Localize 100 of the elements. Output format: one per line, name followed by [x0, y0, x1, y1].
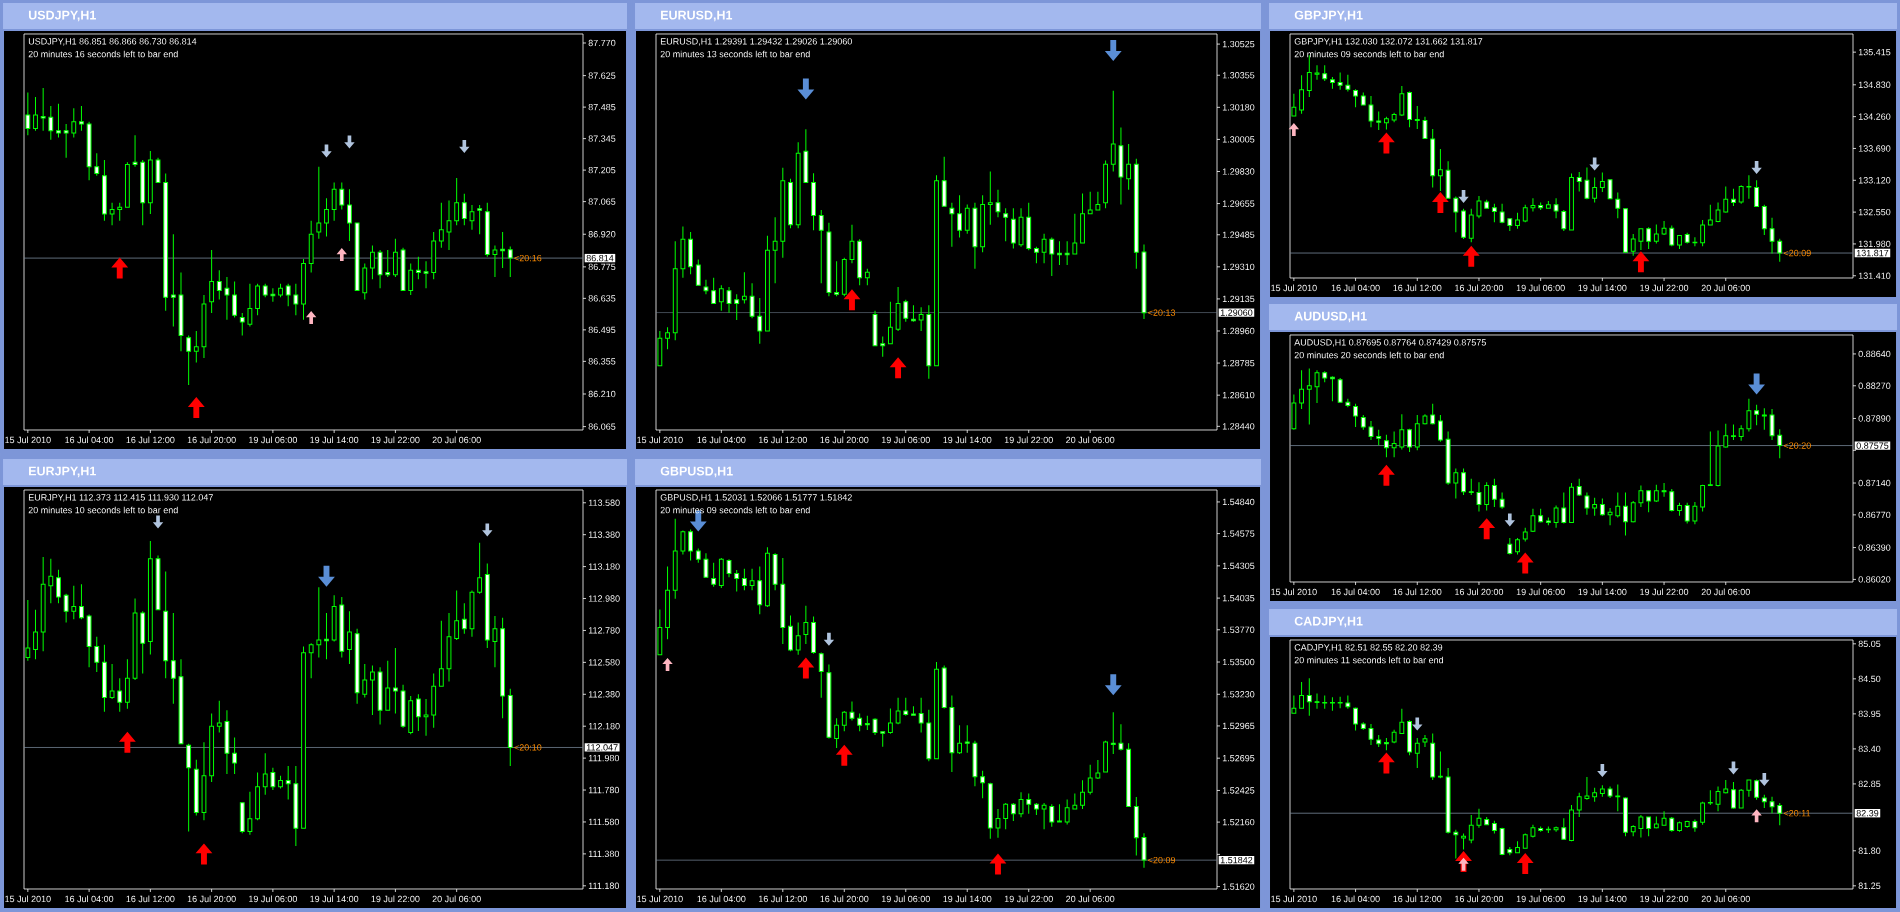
- annotation: <20:09: [1783, 249, 1811, 257]
- x-tick-label: 16 Jul 20:00: [187, 895, 236, 903]
- y-tick-label: 0.88640: [1858, 350, 1891, 358]
- x-tick-label: 19 Jul 14:00: [1578, 284, 1627, 292]
- y-tick-label: 134.260: [1858, 113, 1891, 120]
- x-tick-label: 16 Jul 20:00: [820, 436, 869, 444]
- x-tick-label: 20 Jul 06:00: [1066, 436, 1115, 444]
- x-tick-label: 19 Jul 14:00: [943, 895, 992, 903]
- y-tick-label: 131.410: [1858, 272, 1891, 279]
- y-tick-label: 83.95: [1858, 710, 1881, 718]
- ref-line-label: 0.87575: [1856, 442, 1889, 449]
- y-tick-label: 84.50: [1858, 675, 1881, 683]
- y-tick-label: 1.28960: [1222, 327, 1255, 335]
- x-tick-label: 16 Jul 04:00: [65, 436, 114, 444]
- y-tick-label: 87.345: [588, 135, 616, 142]
- x-tick-label: 16 Jul 04:00: [1331, 284, 1380, 292]
- y-tick-label: 0.86390: [1858, 544, 1891, 551]
- y-tick-label: 1.54840: [1222, 498, 1255, 506]
- x-tick-label: 16 Jul 12:00: [1393, 284, 1442, 292]
- y-tick-label: 81.25: [1858, 882, 1881, 889]
- y-tick-label: 1.53500: [1222, 658, 1255, 666]
- y-tick-label: 135.415: [1858, 48, 1891, 56]
- y-tick-label: 111.380: [588, 850, 620, 858]
- annotation: <20:09: [1148, 856, 1176, 864]
- y-tick-label: 113.580: [588, 499, 620, 506]
- y-tick-label: 86.210: [588, 390, 616, 398]
- chart-title: GBPUSD,H1: [660, 466, 733, 478]
- annotation: <20:20: [1783, 442, 1811, 449]
- y-tick-label: 1.29485: [1222, 231, 1255, 238]
- chart-subtitle: GBPJPY,H1 132.030 132.072 131.662 131.817: [1294, 38, 1483, 46]
- y-tick-label: 87.625: [588, 72, 616, 79]
- x-tick-label: 15 Jul 2010: [1271, 588, 1317, 596]
- annotation: 20 minutes 11 seconds left to bar end: [1294, 656, 1444, 664]
- x-tick-label: 15 Jul 2010: [5, 895, 51, 903]
- x-tick-label: 16 Jul 12:00: [1393, 588, 1442, 596]
- y-tick-label: 1.29830: [1222, 168, 1255, 175]
- x-tick-label: 15 Jul 2010: [637, 895, 683, 903]
- y-tick-label: 1.30525: [1222, 40, 1255, 48]
- x-tick-label: 19 Jul 22:00: [371, 436, 420, 444]
- y-tick-label: 111.980: [588, 754, 620, 762]
- x-tick-label: 19 Jul 14:00: [310, 436, 359, 444]
- y-tick-label: 87.065: [588, 198, 616, 205]
- x-tick-label: 15 Jul 2010: [637, 436, 683, 444]
- y-tick-label: 1.28610: [1222, 391, 1255, 399]
- x-tick-label: 16 Jul 12:00: [758, 436, 807, 444]
- ref-line-label: 1.29060: [1220, 309, 1253, 316]
- y-tick-label: 133.690: [1858, 145, 1891, 152]
- y-tick-label: 87.205: [588, 166, 616, 174]
- x-tick-label: 19 Jul 06:00: [249, 895, 298, 903]
- x-tick-label: 19 Jul 06:00: [881, 895, 930, 903]
- x-tick-label: 19 Jul 06:00: [1516, 895, 1565, 903]
- chart-title: EURUSD,H1: [661, 10, 733, 22]
- x-tick-label: 19 Jul 14:00: [1578, 588, 1627, 596]
- x-tick-label: 19 Jul 06:00: [1516, 284, 1565, 292]
- y-tick-label: 133.120: [1858, 177, 1891, 184]
- x-tick-label: 16 Jul 20:00: [820, 895, 869, 903]
- x-tick-label: 16 Jul 20:00: [1455, 588, 1504, 596]
- y-tick-label: 1.54305: [1222, 562, 1255, 570]
- x-tick-label: 15 Jul 2010: [5, 436, 51, 444]
- x-tick-label: 19 Jul 22:00: [1004, 436, 1053, 444]
- x-tick-label: 19 Jul 06:00: [249, 436, 298, 444]
- y-tick-label: 113.180: [588, 563, 620, 570]
- annotation: <20:13: [1148, 309, 1176, 316]
- ref-line-label: 86.814: [586, 254, 614, 262]
- y-tick-label: 1.28785: [1222, 359, 1255, 367]
- x-tick-label: 19 Jul 22:00: [1004, 895, 1053, 903]
- x-tick-label: 20 Jul 06:00: [432, 895, 481, 903]
- annotation: 20 minutes 09 seconds left to bar end: [660, 506, 810, 514]
- x-tick-label: 19 Jul 22:00: [1640, 895, 1689, 903]
- y-tick-label: 111.780: [588, 786, 620, 794]
- x-tick-label: 16 Jul 12:00: [126, 895, 175, 903]
- chart-subtitle: GBPUSD,H1 1.52031 1.52066 1.51777 1.51842: [660, 494, 852, 502]
- x-tick-label: 19 Jul 14:00: [310, 895, 359, 903]
- y-tick-label: 131.980: [1858, 240, 1891, 248]
- annotation: 20 minutes 16 seconds left to bar end: [28, 50, 178, 58]
- chart-title: AUDUSD,H1: [1294, 311, 1367, 323]
- y-tick-label: 0.86020: [1858, 576, 1891, 583]
- y-tick-label: 132.550: [1858, 208, 1891, 216]
- x-tick-label: 16 Jul 04:00: [1331, 588, 1380, 596]
- chart-title: GBPJPY,H1: [1294, 10, 1363, 22]
- chart-title: EURJPY,H1: [29, 466, 96, 478]
- x-tick-label: 16 Jul 12:00: [758, 895, 807, 903]
- y-tick-label: 0.87890: [1858, 415, 1891, 422]
- x-tick-label: 16 Jul 20:00: [1455, 895, 1504, 903]
- y-tick-label: 111.180: [588, 882, 620, 889]
- annotation: 20 minutes 09 seconds left to bar end: [1294, 50, 1444, 58]
- x-tick-label: 19 Jul 22:00: [371, 895, 420, 903]
- annotation: 20 minutes 20 seconds left to bar end: [1294, 351, 1444, 359]
- y-tick-label: 0.86770: [1858, 511, 1891, 519]
- y-tick-label: 86.635: [588, 295, 616, 302]
- annotation: <20:10: [514, 744, 542, 751]
- x-tick-label: 19 Jul 06:00: [881, 436, 930, 444]
- y-tick-label: 1.28440: [1222, 423, 1255, 430]
- x-tick-label: 20 Jul 06:00: [1066, 895, 1115, 903]
- chart-subtitle: AUDUSD,H1 0.87695 0.87764 0.87429 0.87575: [1294, 339, 1486, 347]
- y-tick-label: 112.180: [588, 723, 620, 730]
- y-tick-label: 112.380: [588, 691, 620, 698]
- x-tick-label: 15 Jul 2010: [1271, 895, 1317, 903]
- x-tick-label: 19 Jul 22:00: [1640, 588, 1689, 596]
- x-tick-label: 16 Jul 20:00: [1455, 284, 1504, 292]
